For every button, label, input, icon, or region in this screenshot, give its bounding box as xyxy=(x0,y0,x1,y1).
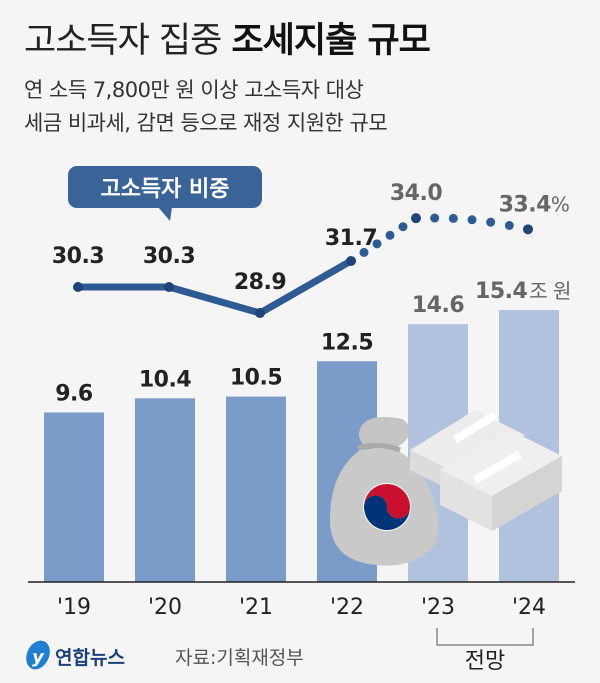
line-dot xyxy=(398,222,408,232)
bar-value-label: 15.4 조 원 xyxy=(475,279,571,304)
chart-title: 고소득자 집중 조세지출 규모 xyxy=(24,21,431,61)
line-point xyxy=(346,255,356,266)
line-value-label: 28.9 xyxy=(234,270,286,295)
line-value-label: 33.4% xyxy=(499,192,570,217)
x-tick-label: '24 xyxy=(512,595,546,620)
bar-1 xyxy=(135,398,195,582)
bar-unit-label: 조 원 xyxy=(529,279,571,303)
line-value-label: 34.0 xyxy=(390,181,442,206)
subtitle-line-1: 연 소득 7,800만 원 이상 고소득자 대상 xyxy=(24,78,364,102)
money-bag-icon xyxy=(330,417,439,566)
x-tick-label: '20 xyxy=(148,595,182,620)
line-dot xyxy=(411,213,421,224)
x-tick-label: '19 xyxy=(57,595,91,620)
bar-value-label: 10.4 xyxy=(139,367,191,392)
line-point xyxy=(164,282,174,292)
line-value-label: 30.3 xyxy=(52,244,104,269)
bar-value-label: 10.5 xyxy=(230,366,282,391)
line-dot xyxy=(486,217,496,227)
bar-value-label: 12.5 xyxy=(321,330,373,355)
legend-label: 고소득자 비중 xyxy=(100,177,229,202)
x-tick-label: '21 xyxy=(239,595,273,620)
line-dot xyxy=(359,247,369,257)
line-point xyxy=(255,308,265,319)
cash-stack-icon xyxy=(410,410,562,531)
forecast-bracket xyxy=(436,628,534,646)
line-unit-label: % xyxy=(551,192,570,216)
bar-2 xyxy=(226,396,286,582)
source-text: 자료:기획재정부 xyxy=(175,647,304,669)
bar-0 xyxy=(44,412,104,582)
x-tick-label: '22 xyxy=(330,595,364,620)
line-dot xyxy=(430,213,440,223)
legend-callout: 고소득자 비중 xyxy=(68,166,262,221)
x-tick-label: '23 xyxy=(421,595,455,620)
svg-text:y: y xyxy=(32,647,45,668)
bar-value-label: 14.6 xyxy=(412,293,464,318)
bar-value-label: 9.6 xyxy=(55,381,93,406)
line-dot xyxy=(504,220,514,230)
line-point xyxy=(73,282,83,292)
forecast-label: 전망 xyxy=(465,649,505,674)
line-dot xyxy=(448,213,458,223)
subtitle-line-2: 세금 비과세, 감면 등으로 재정 지원한 규모 xyxy=(24,111,387,135)
svg-text:연합뉴스: 연합뉴스 xyxy=(55,647,125,669)
line-value-label: 31.7 xyxy=(325,226,377,251)
line-dot xyxy=(385,230,395,240)
line-series-solid xyxy=(74,257,355,317)
yonhap-logo: y 연합뉴스 xyxy=(26,640,125,670)
line-dot xyxy=(372,239,382,249)
line-dot xyxy=(467,215,477,225)
line-dot xyxy=(523,224,533,235)
line-value-label: 30.3 xyxy=(143,244,195,269)
